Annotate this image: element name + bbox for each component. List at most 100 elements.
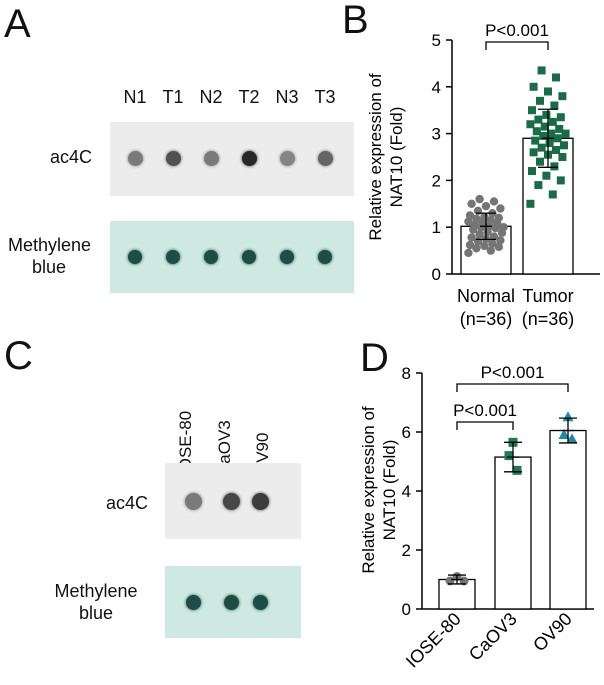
- bar: [522, 137, 574, 275]
- data-point: [469, 225, 478, 234]
- ac4c-dot: [184, 492, 202, 510]
- methylene-blue-dot: [318, 250, 332, 264]
- data-point: [552, 145, 560, 154]
- y-tick-label: 3: [432, 125, 441, 144]
- data-point: [472, 244, 481, 253]
- data-point: [529, 82, 538, 91]
- ac4c-dot: [251, 492, 269, 510]
- data-point: [534, 115, 543, 124]
- significance-bracket: [456, 383, 569, 392]
- data-point: [558, 153, 567, 161]
- data-point: [472, 214, 481, 223]
- data-point: [532, 127, 541, 136]
- data-point: [452, 572, 462, 582]
- lane-label: N1: [123, 87, 147, 107]
- data-point: [542, 171, 551, 180]
- data-point: [537, 66, 546, 75]
- significance-label: P<0.001: [485, 21, 549, 40]
- data-point: [526, 199, 535, 208]
- data-point: [539, 131, 548, 140]
- x-tick-sublabel: (n=36): [522, 309, 575, 329]
- y-tick-label: 0: [402, 600, 411, 619]
- data-point: [558, 92, 567, 101]
- data-point: [497, 228, 507, 238]
- y-tick-label: 4: [402, 482, 411, 501]
- methylene-blue-dot: [242, 250, 256, 264]
- significance-label: P<0.001: [481, 363, 545, 382]
- membrane-methylene-blue: [165, 566, 301, 638]
- data-point: [477, 223, 486, 232]
- y-tick-label: 5: [432, 31, 441, 50]
- y-axis-label: NAT10 (Fold): [387, 107, 406, 208]
- x-tick-label: Normal: [457, 286, 515, 306]
- data-point: [445, 576, 455, 586]
- data-point: [508, 437, 518, 447]
- data-point: [537, 143, 546, 152]
- x-tick-label: IOSE-80: [402, 609, 465, 672]
- ac4c-dot: [317, 150, 333, 166]
- methylene-blue-dot: [280, 250, 294, 264]
- bar: [460, 225, 512, 275]
- ac4c-dot: [241, 150, 257, 166]
- lane-label: T3: [314, 87, 336, 107]
- y-tick-label: 1: [432, 218, 441, 237]
- data-point: [566, 433, 578, 444]
- data-point: [459, 576, 469, 586]
- data-point: [467, 233, 476, 242]
- panel-label-b: B: [342, 0, 369, 42]
- significance-bracket: [485, 41, 549, 50]
- significance-label: P<0.001: [453, 401, 517, 420]
- data-point: [488, 208, 497, 218]
- methylene-blue-dot: [166, 250, 180, 264]
- data-point: [560, 141, 568, 150]
- data-point: [485, 222, 494, 231]
- row-label-ac4c: ac4C: [50, 147, 93, 167]
- data-point: [486, 246, 495, 255]
- data-point: [496, 204, 505, 213]
- data-point: [480, 212, 489, 222]
- ac4c-dot: [127, 150, 143, 166]
- data-point: [467, 199, 476, 208]
- data-point: [499, 223, 508, 232]
- y-axis-label: Relative expression of: [366, 73, 385, 241]
- panel-label-c: C: [4, 334, 33, 378]
- panel-label-d: D: [360, 336, 389, 380]
- methylene-blue-dot: [223, 594, 239, 610]
- data-point: [494, 242, 503, 252]
- data-point: [465, 240, 475, 250]
- y-tick-label: 0: [432, 265, 441, 284]
- data-point: [496, 236, 505, 245]
- row-label-methylene-blue: Methylene blue: [8, 234, 91, 278]
- data-point: [548, 190, 557, 199]
- row-label-methylene-blue: Methylene blue: [46, 580, 146, 624]
- data-point: [556, 176, 565, 185]
- y-tick-label: 4: [432, 78, 441, 97]
- x-tick-label: CaOV3: [465, 609, 521, 665]
- data-point: [488, 239, 497, 248]
- membrane-ac4c: [110, 122, 354, 196]
- lane-label: N2: [199, 87, 223, 107]
- data-point: [483, 227, 492, 237]
- ac4c-dot: [279, 150, 295, 166]
- data-point: [512, 465, 522, 475]
- data-point: [473, 237, 483, 246]
- bar: [549, 429, 587, 610]
- data-point: [478, 218, 487, 227]
- data-point: [556, 113, 565, 122]
- data-point: [493, 219, 502, 228]
- data-point: [464, 248, 473, 258]
- y-axis-label: Relative expression of: [359, 406, 378, 574]
- membrane-methylene-blue: [110, 221, 354, 293]
- x-tick-sublabel: (n=36): [460, 309, 513, 329]
- methylene-blue-dot: [128, 250, 142, 264]
- y-tick-label: 2: [402, 541, 411, 560]
- data-point: [528, 106, 536, 115]
- data-point: [547, 129, 556, 138]
- ac4c-dot: [165, 150, 181, 166]
- data-point: [465, 211, 475, 220]
- row-label-line: Methylene: [54, 581, 138, 601]
- data-point: [544, 87, 552, 96]
- data-point: [544, 150, 552, 159]
- data-point: [491, 223, 500, 233]
- y-tick-label: 8: [402, 364, 411, 383]
